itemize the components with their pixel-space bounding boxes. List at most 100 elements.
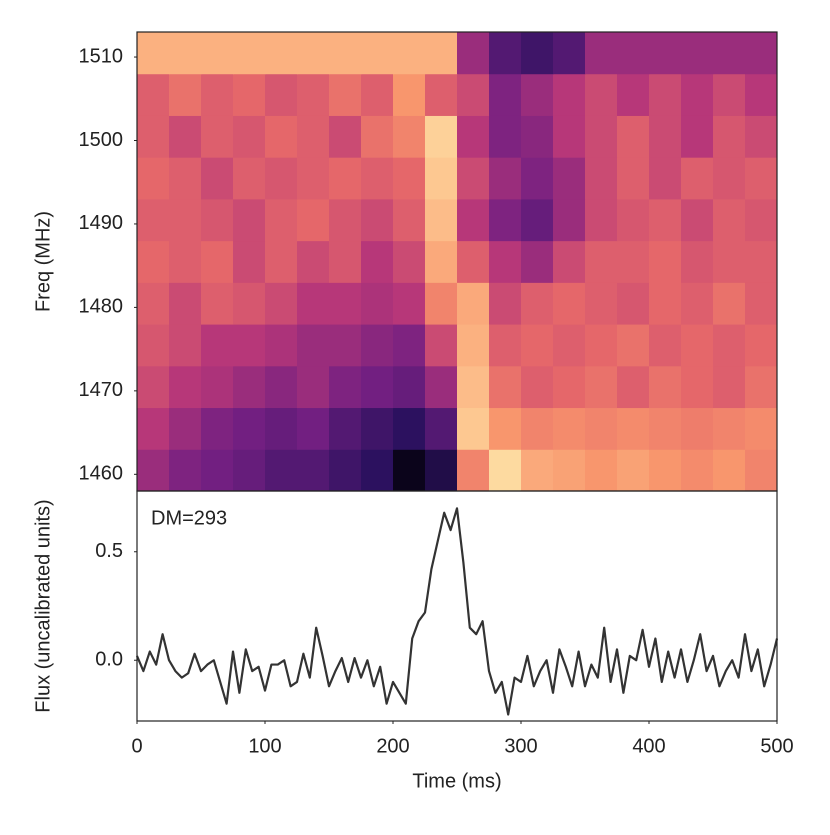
heatmap-cell — [617, 365, 650, 409]
heatmap-cell — [681, 157, 714, 200]
heatmap-cell — [745, 324, 778, 367]
heatmap-cell — [457, 407, 490, 450]
heatmap-cell — [297, 282, 330, 325]
heatmap-cell — [425, 73, 458, 116]
heatmap-cell — [361, 282, 394, 325]
x-tick-label: 400 — [632, 735, 665, 757]
heatmap-cell — [745, 407, 778, 450]
heatmap-cell — [681, 240, 714, 283]
x-tick-label: 200 — [376, 735, 409, 757]
heatmap-cell — [585, 365, 618, 409]
x-tick-label: 0 — [131, 735, 142, 757]
heatmap-cell — [553, 157, 586, 200]
heatmap-cell — [297, 407, 330, 450]
heatmap-cell — [425, 157, 458, 200]
heatmap-cell — [233, 115, 266, 158]
heatmap-cell — [233, 407, 266, 450]
y-tick-label: 1460 — [79, 463, 124, 485]
heatmap-cell — [425, 240, 458, 283]
heatmap-cell — [393, 157, 426, 200]
heatmap-cell — [361, 240, 394, 283]
heatmap-cell — [521, 240, 554, 283]
heatmap-cell — [521, 282, 554, 325]
y-tick-label: 1500 — [79, 129, 124, 151]
heatmap-cell — [745, 449, 778, 492]
heatmap-cell — [457, 449, 490, 492]
heatmap-cell — [585, 449, 618, 492]
heatmap-cell — [393, 32, 426, 75]
heatmap-cell — [137, 407, 170, 450]
heatmap-cell — [489, 365, 522, 409]
heatmap-cell — [393, 365, 426, 409]
heatmap-cell — [361, 407, 394, 450]
heatmap-cell — [361, 32, 394, 75]
heatmap-cell — [649, 365, 682, 409]
heatmap-cell — [489, 240, 522, 283]
heatmap-cell — [585, 115, 618, 158]
heatmap-cell — [169, 240, 202, 283]
heatmap-cell — [745, 198, 778, 242]
heatmap-cell — [169, 32, 202, 75]
heatmap-cell — [521, 324, 554, 367]
heatmap-cell — [329, 324, 362, 367]
heatmap-cell — [329, 407, 362, 450]
heatmap-cell — [361, 115, 394, 158]
heatmap-cell — [489, 115, 522, 158]
heatmap-cell — [521, 365, 554, 409]
heatmap-cell — [233, 240, 266, 283]
heatmap-cell — [137, 115, 170, 158]
heatmap-cell — [361, 449, 394, 492]
heatmap-cell — [329, 32, 362, 75]
heatmap-cell — [169, 365, 202, 409]
heatmap-cell — [681, 282, 714, 325]
heatmap-cell — [617, 407, 650, 450]
heatmap-cell — [329, 157, 362, 200]
x-tick-label: 500 — [760, 735, 793, 757]
heatmap-cell — [169, 324, 202, 367]
heatmap-cell — [457, 240, 490, 283]
heatmap-cell — [233, 324, 266, 367]
heatmap-cell — [265, 324, 298, 367]
heatmap-cell — [489, 282, 522, 325]
y-tick-label: 1470 — [79, 379, 124, 401]
heatmap-cell — [681, 115, 714, 158]
heatmap-cell — [265, 157, 298, 200]
heatmap-cell — [585, 324, 618, 367]
y-tick-label: 1510 — [79, 45, 124, 67]
y-tick-label: 1490 — [79, 212, 124, 234]
heatmap-cell — [233, 157, 266, 200]
heatmap-cell — [361, 198, 394, 242]
heatmap-cell — [201, 365, 234, 409]
heatmap-cell — [585, 282, 618, 325]
heatmap-cell — [201, 282, 234, 325]
heatmap-cell — [521, 407, 554, 450]
heatmap-cell — [681, 365, 714, 409]
heatmap-cell — [393, 282, 426, 325]
heatmap-cell — [265, 115, 298, 158]
x-axis-label: Time (ms) — [412, 770, 501, 792]
heatmap-cell — [745, 240, 778, 283]
heatmap-cell — [553, 407, 586, 450]
heatmap-cell — [265, 449, 298, 492]
heatmap-cell — [297, 32, 330, 75]
heatmap-cell — [137, 157, 170, 200]
heatmap-cell — [265, 365, 298, 409]
heatmap-cell — [201, 240, 234, 283]
heatmap-cell — [713, 32, 746, 75]
heatmap-cell — [169, 73, 202, 116]
heatmap-cell — [393, 449, 426, 492]
heatmap-cell — [521, 115, 554, 158]
heatmap-cell — [745, 73, 778, 116]
heatmap-cell — [489, 449, 522, 492]
heatmap-cell — [201, 324, 234, 367]
heatmap-cell — [457, 32, 490, 75]
heatmap-cell — [457, 324, 490, 367]
heatmap-cell — [137, 324, 170, 367]
heatmap-cell — [265, 32, 298, 75]
heatmap-cell — [425, 365, 458, 409]
heatmap-cell — [713, 157, 746, 200]
heatmap-cell — [137, 73, 170, 116]
heatmap-cell — [361, 365, 394, 409]
heatmap-cell — [617, 449, 650, 492]
heatmap-cell — [745, 282, 778, 325]
